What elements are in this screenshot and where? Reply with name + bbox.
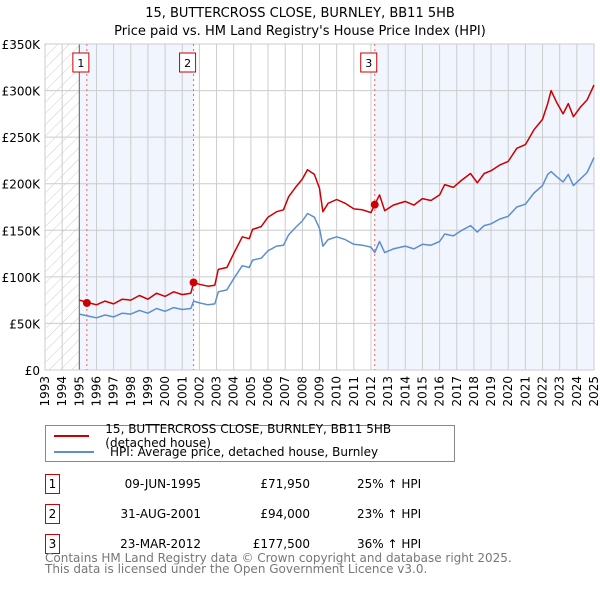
x-tick-label: 2006 [261,376,275,407]
x-tick-label: 2002 [192,376,206,407]
x-tick-label: 1993 [38,376,52,407]
footer: Contains HM Land Registry data © Crown c… [45,551,512,576]
series-line [79,157,595,319]
transaction-price: £177,500 [252,537,310,551]
transaction-hpi: 23% ↑ HPI [357,507,422,521]
shaded-period [79,44,194,370]
y-tick-label: £150K [2,224,42,238]
y-tick-label: £250K [2,131,42,145]
y-tick-label: £200K [2,178,42,192]
x-tick-label: 1994 [55,376,69,407]
legend-item-hpi: HPI: Average price, detached house, Burn… [54,444,378,460]
y-tick-label: £50K [9,317,41,331]
transaction-price: £94,000 [260,507,310,521]
x-tick-label: 2023 [553,376,567,407]
transaction-row: 2 31-AUG-2001 £94,000 23% ↑ HPI [45,504,465,524]
sale-label-box [179,52,197,73]
sale-point [189,278,198,287]
x-tick-label: 2005 [244,376,258,407]
x-tick-label: 2018 [467,376,481,407]
x-tick-label: 2007 [278,376,292,407]
plot-frame [44,43,595,371]
footer-licence: This data is licensed under the Open Gov… [45,562,428,576]
legend: 15, BUTTERCROSS CLOSE, BURNLEY, BB11 5HB… [45,422,455,462]
x-tick-label: 2004 [227,376,241,407]
series-line [79,84,595,306]
transaction-number: 1 [45,474,60,494]
price-chart: 15, BUTTERCROSS CLOSE, BURNLEY, BB11 5HB… [2,6,600,407]
x-tick-label: 2000 [158,376,172,407]
x-tick-label: 2001 [175,376,189,407]
x-tick-label: 2009 [313,376,327,407]
x-tick-label: 1999 [141,376,155,407]
legend-label-hpi: HPI: Average price, detached house, Burn… [110,445,379,459]
y-tick-label: £100K [2,271,42,285]
chart-subtitle: Price paid vs. HM Land Registry's House … [114,24,486,39]
transaction-date: 23-MAR-2012 [120,537,201,551]
x-tick-label: 2016 [433,376,447,407]
x-tick-label: 2017 [450,376,464,407]
transaction-row: 1 09-JUN-1995 £71,950 25% ↑ HPI [45,474,465,494]
x-tick-label: 2022 [536,376,550,407]
x-tick-label: 2025 [587,376,600,407]
x-tick-label: 2012 [364,376,378,407]
transaction-row: 3 23-MAR-2012 £177,500 36% ↑ HPI [45,534,465,554]
sale-label: 1 [77,57,84,70]
chart-title: 15, BUTTERCROSS CLOSE, BURNLEY, BB11 5HB [145,6,455,21]
legend-item-property: 15, BUTTERCROSS CLOSE, BURNLEY, BB11 5HB… [54,422,454,450]
x-tick-label: 2024 [570,376,584,407]
x-tick-label: 2010 [330,376,344,407]
x-tick-label: 2011 [347,376,361,407]
sale-point [370,200,379,209]
x-tick-label: 2019 [484,376,498,407]
x-tick-label: 2003 [210,376,224,407]
legend-line-red [54,435,90,437]
x-tick-label: 1998 [124,376,138,407]
legend-label-property: 15, BUTTERCROSS CLOSE, BURNLEY, BB11 5HB… [105,422,392,450]
sale-point [82,298,91,307]
transaction-price: £71,950 [260,477,310,491]
x-tick-label: 2008 [295,376,309,407]
y-tick-label: £0 [25,364,40,378]
x-tick-label: 2013 [381,376,395,407]
x-tick-label: 1996 [89,376,103,407]
transaction-date: 09-JUN-1995 [124,477,201,491]
sale-label: 2 [184,57,191,70]
sale-label: 3 [365,57,372,70]
x-tick-label: 2021 [518,376,532,407]
sale-label-box [360,52,378,73]
x-tick-label: 1995 [72,376,86,407]
footer-copyright: Contains HM Land Registry data © Crown c… [45,551,512,565]
y-tick-label: £350K [2,38,42,52]
y-tick-label: £300K [2,85,42,99]
sale-label-box [72,52,90,73]
transaction-date: 31-AUG-2001 [120,507,202,521]
x-tick-label: 2015 [415,376,429,407]
x-tick-label: 2020 [501,376,515,407]
transaction-hpi: 36% ↑ HPI [357,537,422,551]
legend-line-blue [54,451,94,453]
transaction-hpi: 25% ↑ HPI [357,477,422,491]
shaded-period [374,44,594,370]
transaction-number: 3 [45,534,60,554]
transaction-number: 2 [45,504,60,524]
x-tick-label: 1997 [107,376,121,407]
x-tick-label: 2014 [398,376,412,407]
